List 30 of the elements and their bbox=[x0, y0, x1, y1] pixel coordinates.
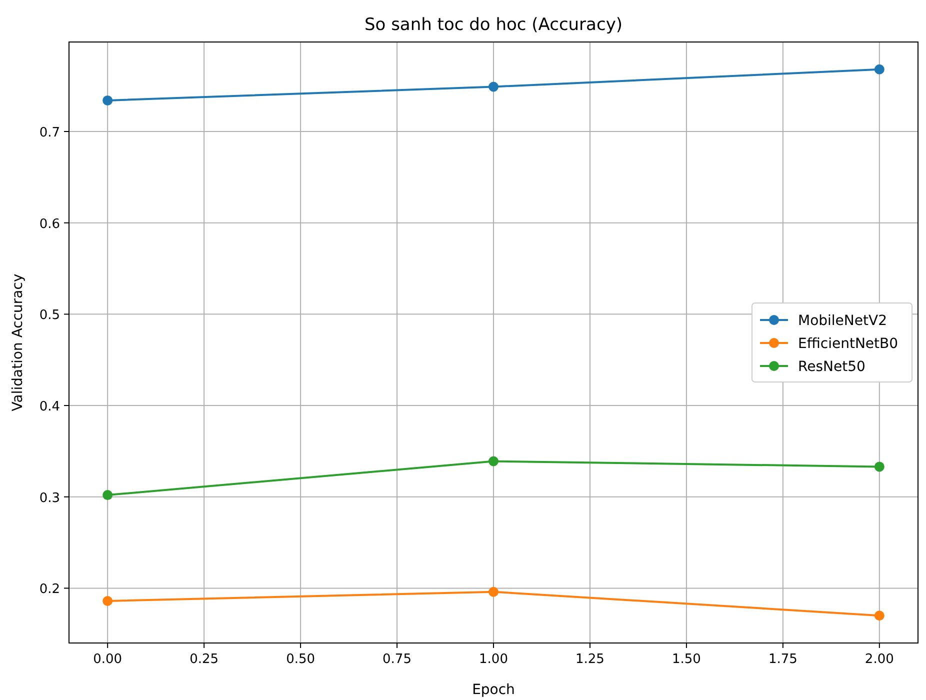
point bbox=[102, 596, 113, 606]
x-tick-label: 0.25 bbox=[190, 652, 219, 667]
point bbox=[102, 490, 113, 500]
point bbox=[874, 64, 884, 74]
y-tick-label: 0.4 bbox=[39, 400, 60, 415]
point bbox=[102, 95, 113, 106]
legend-label: MobileNetV2 bbox=[798, 313, 887, 329]
x-tick-label: 0.00 bbox=[93, 652, 122, 667]
x-axis-title: Epoch bbox=[472, 682, 515, 698]
x-tick-label: 2.00 bbox=[864, 652, 894, 667]
y-tick-label: 0.5 bbox=[39, 308, 60, 324]
y-axis-title: Validation Accuracy bbox=[10, 274, 26, 412]
x-tick-label: 1.75 bbox=[768, 652, 798, 667]
x-tick-label: 0.50 bbox=[286, 652, 316, 667]
point bbox=[874, 462, 884, 472]
point bbox=[488, 586, 498, 597]
y-tick-label: 0.7 bbox=[39, 126, 60, 141]
point bbox=[874, 610, 884, 621]
chart-title: So sanh toc do hoc (Accuracy) bbox=[364, 15, 623, 35]
y-tick-label: 0.6 bbox=[39, 216, 60, 232]
legend-label: EfficientNetB0 bbox=[798, 336, 898, 352]
point bbox=[488, 456, 498, 466]
y-tick-label: 0.2 bbox=[39, 582, 60, 598]
y-tick-label: 0.3 bbox=[39, 490, 60, 506]
legend-label: ResNet50 bbox=[798, 359, 866, 375]
x-tick-label: 1.00 bbox=[479, 652, 508, 667]
x-tick-label: 1.25 bbox=[576, 652, 604, 667]
point bbox=[488, 82, 498, 92]
x-tick-label: 0.75 bbox=[382, 652, 412, 667]
x-tick-label: 1.50 bbox=[672, 652, 701, 667]
